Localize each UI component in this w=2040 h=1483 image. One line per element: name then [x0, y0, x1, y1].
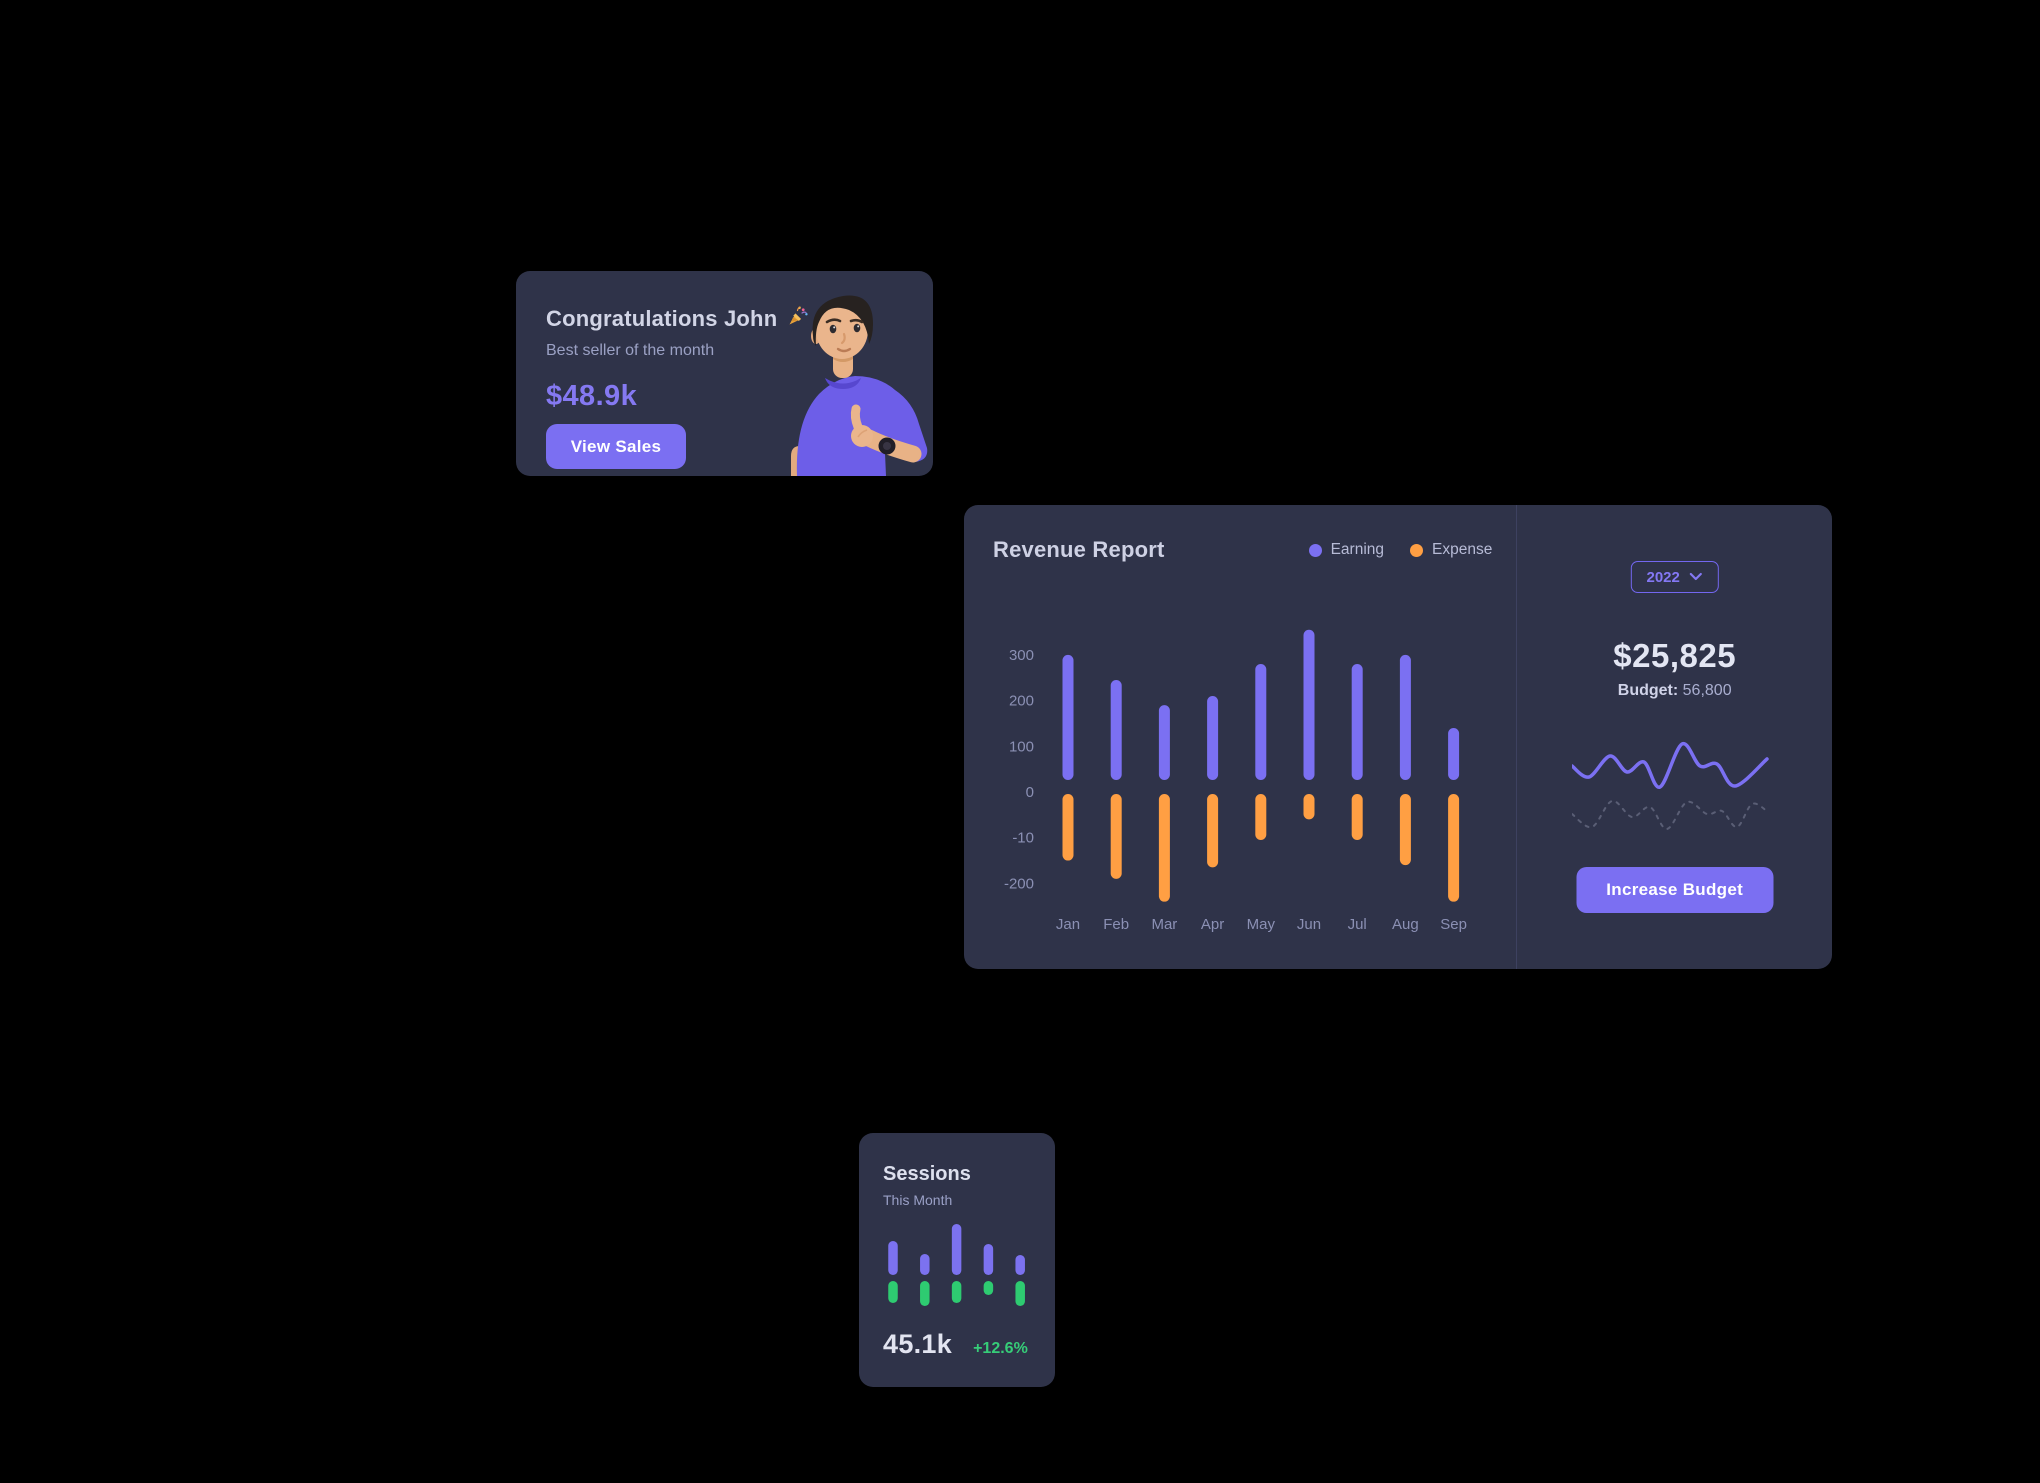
sessions-subtitle: This Month — [883, 1192, 953, 1208]
svg-text:0: 0 — [1026, 784, 1034, 801]
earning-dot-icon — [1308, 543, 1322, 557]
year-dropdown-value: 2022 — [1646, 568, 1680, 586]
budget-label: Budget: — [1617, 682, 1679, 699]
year-dropdown[interactable]: 2022 — [1630, 561, 1719, 593]
revenue-report-card: Revenue Report Earning Expense 300 200 100… — [964, 505, 1832, 969]
sessions-delta: +12.6% — [973, 1340, 1028, 1357]
legend-item-earning: Earning — [1308, 541, 1385, 559]
expense-dot-icon — [1410, 543, 1424, 557]
svg-text:-10: -10 — [1012, 830, 1034, 847]
sessions-chart — [888, 1224, 1025, 1306]
sessions-card: Sessions This Month 45.1k +12.6% — [859, 1133, 1055, 1387]
congrats-subtitle: Best seller of the month — [546, 342, 715, 359]
svg-text:-200: -200 — [1004, 875, 1034, 892]
svg-text:100: 100 — [1009, 738, 1034, 755]
svg-text:200: 200 — [1009, 693, 1034, 710]
sessions-value: 45.1k — [883, 1329, 953, 1359]
revenue-chart-section: Revenue Report Earning Expense 300 200 100… — [964, 505, 1516, 969]
budget-value: 56,800 — [1682, 682, 1732, 699]
svg-text:Apr: Apr — [1201, 916, 1224, 933]
legend-expense-label: Expense — [1432, 541, 1493, 558]
sessions-title: Sessions — [883, 1163, 971, 1185]
revenue-chart: 300 200 100 0 -10 -200 Jan Feb Mar Apr May Jun Jul Au… — [1004, 629, 1467, 933]
party-popper-icon — [786, 304, 810, 334]
revenue-total: $25,825 — [1613, 637, 1737, 674]
view-sales-button[interactable]: View Sales — [546, 424, 686, 469]
svg-text:Sep: Sep — [1440, 916, 1467, 933]
legend-earning-label: Earning — [1330, 541, 1385, 558]
sessions-footer: 45.1k +12.6% — [883, 1329, 1031, 1360]
revenue-title: Revenue Report — [993, 537, 1165, 562]
increase-budget-button[interactable]: Increase Budget — [1576, 867, 1774, 913]
svg-text:Jun: Jun — [1297, 916, 1321, 933]
seller-avatar-illustration — [791, 295, 928, 476]
congratulations-card: Congratulations John Best seller of the … — [516, 271, 933, 476]
chevron-down-icon — [1689, 569, 1703, 586]
svg-text:May: May — [1247, 916, 1276, 933]
svg-text:Jul: Jul — [1348, 916, 1367, 933]
svg-text:Jan: Jan — [1056, 916, 1080, 933]
svg-text:Mar: Mar — [1151, 916, 1177, 933]
budget-sparkline — [1572, 742, 1770, 830]
svg-text:Feb: Feb — [1103, 916, 1129, 933]
budget-line: Budget: 56,800 — [1517, 682, 1832, 700]
legend-item-expense: Expense — [1410, 541, 1492, 559]
svg-text:Aug: Aug — [1392, 916, 1419, 933]
congrats-title: Congratulations John — [546, 304, 933, 334]
congrats-amount: $48.9k — [546, 380, 638, 412]
revenue-header: Revenue Report Earning Expense — [993, 537, 1492, 563]
revenue-summary-section: 2022 $25,825 Budget: 56,800 Increase Bud… — [1516, 505, 1832, 969]
svg-text:300: 300 — [1009, 647, 1034, 664]
congrats-title-text: Congratulations John — [546, 306, 778, 331]
revenue-legend: Earning Expense — [1308, 541, 1492, 559]
